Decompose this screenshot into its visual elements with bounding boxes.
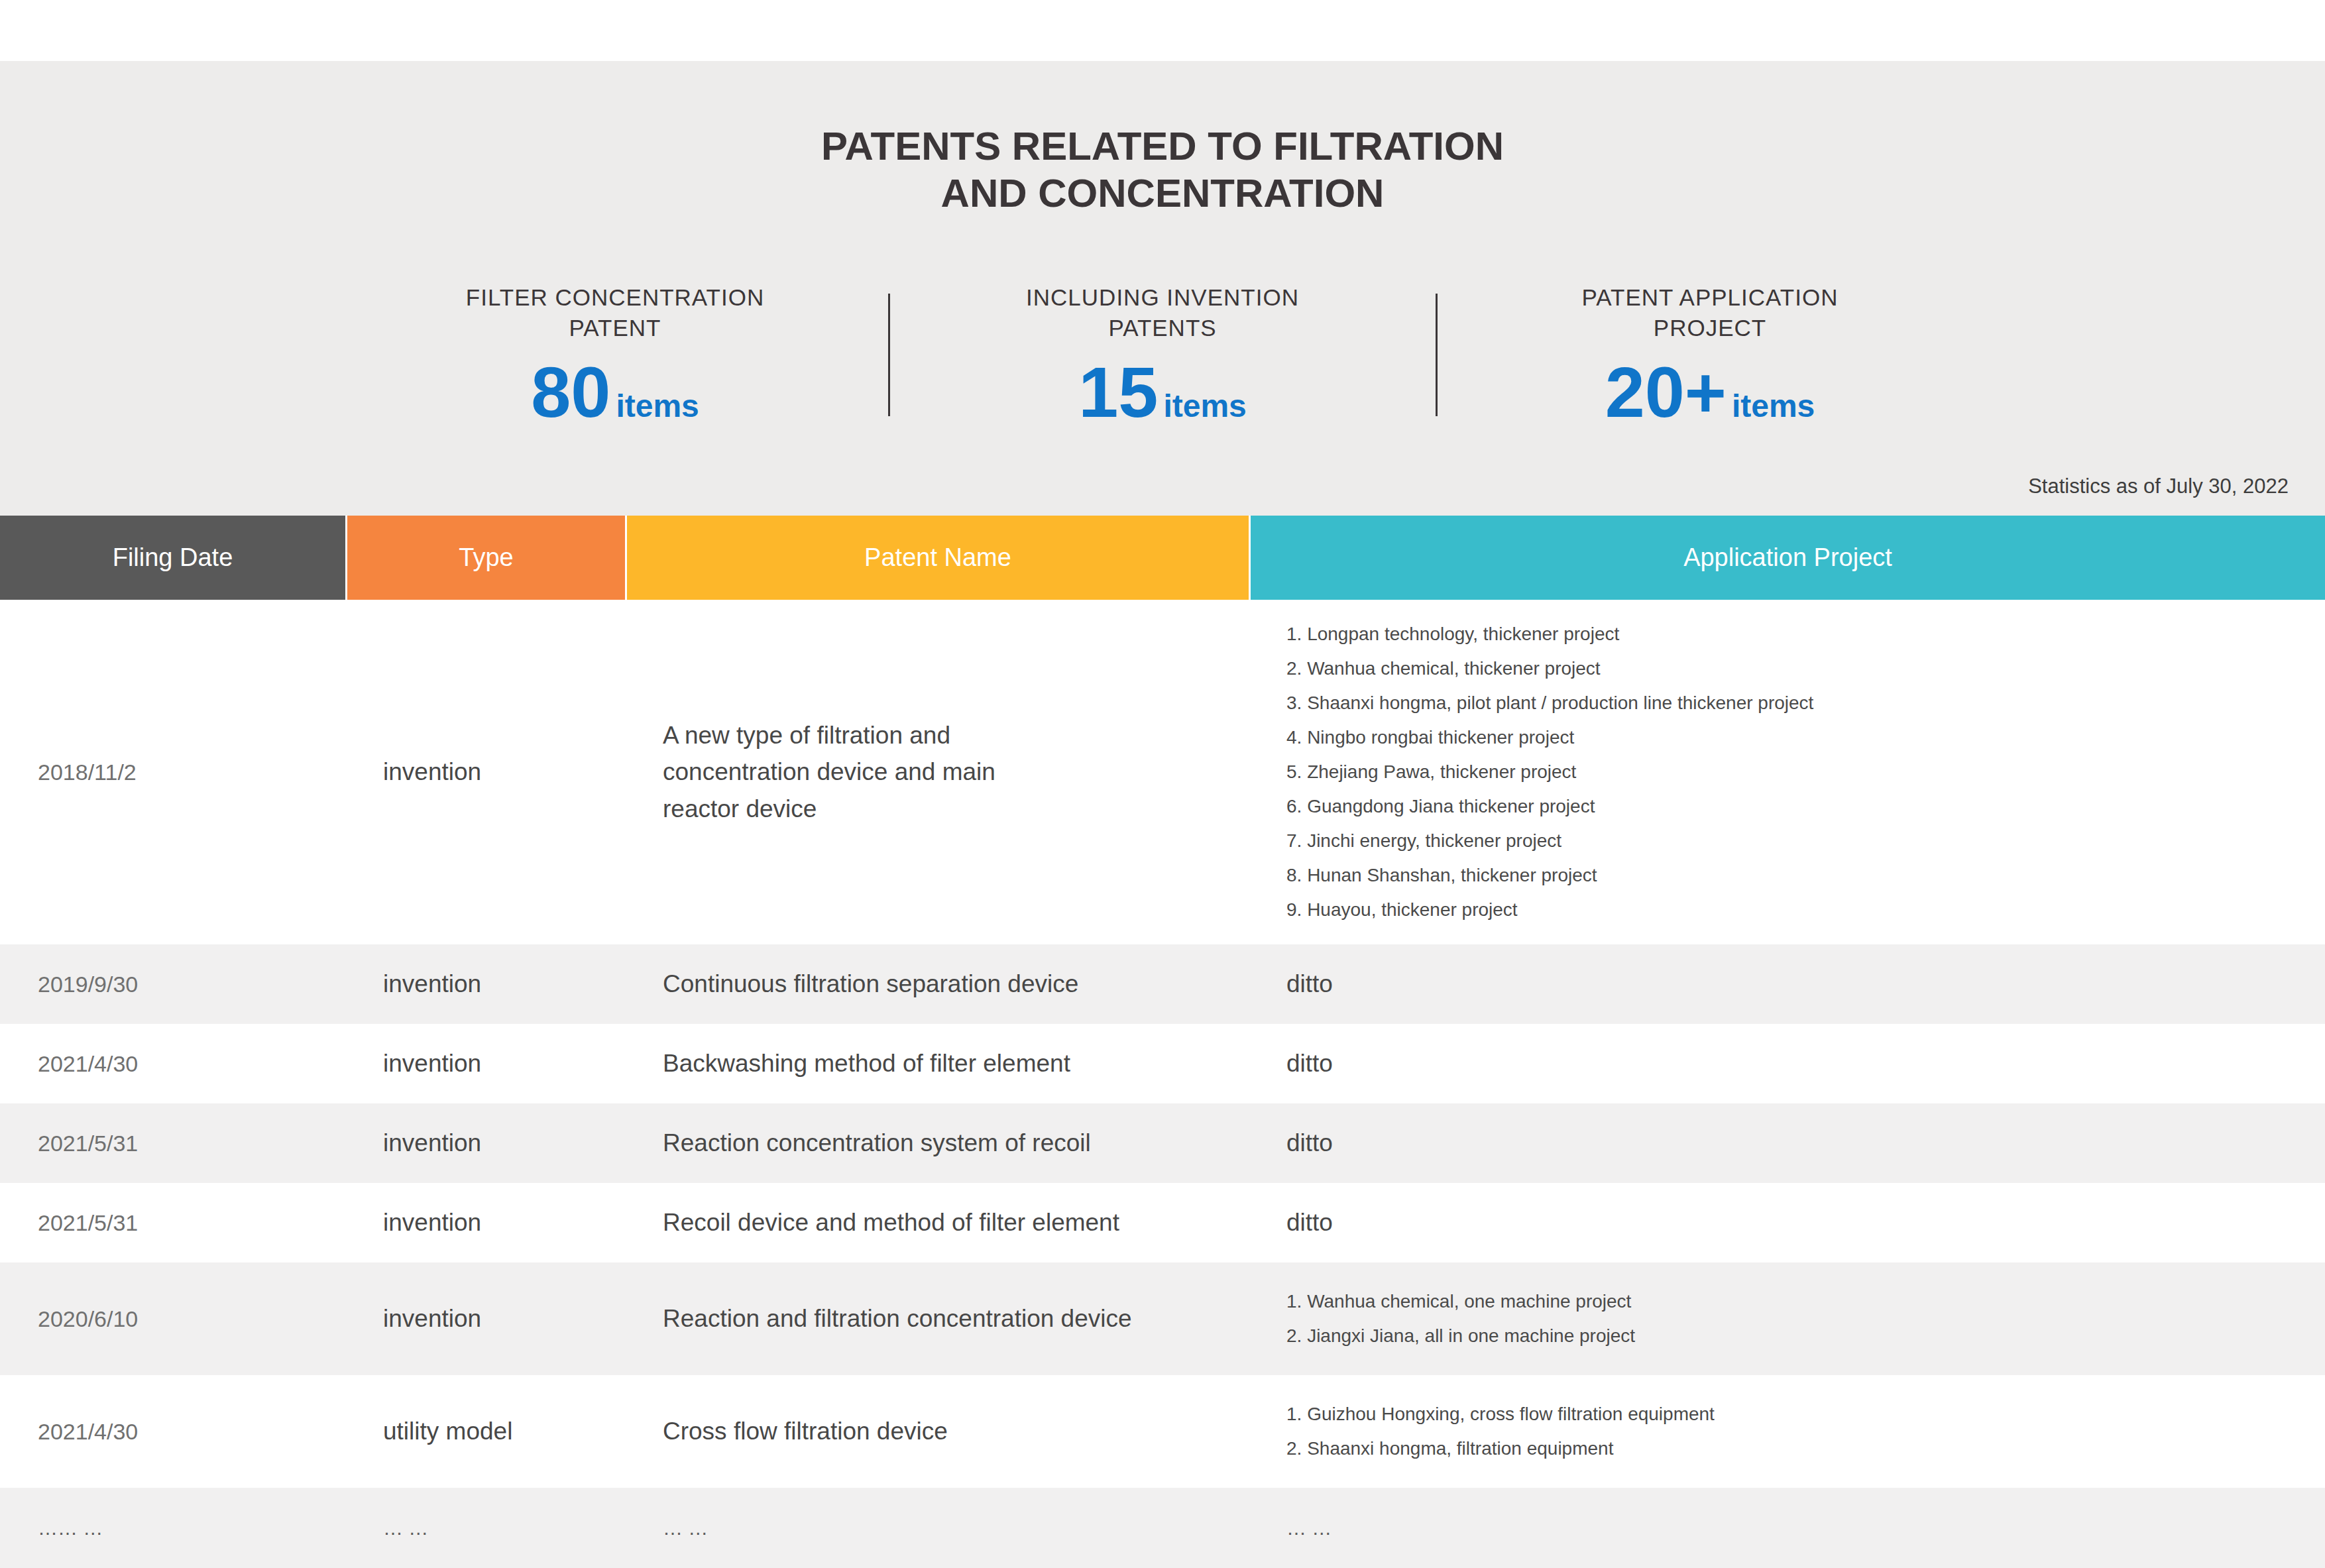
cell-filing-date: 2020/6/10	[0, 1262, 345, 1375]
patent-name-line: Backwashing method of filter element	[663, 1045, 1249, 1082]
table-body: 2018/11/2inventionA new type of filtrati…	[0, 600, 2325, 1568]
app-project-item: 3. Shaanxi hongma, pilot plant / product…	[1286, 686, 2325, 720]
stat-number: 15	[1078, 357, 1158, 428]
app-project-item: 9. Huayou, thickener project	[1286, 893, 2325, 927]
patent-name-line: concentration device and main	[663, 754, 1249, 791]
table-header: Filing Date Type Patent Name Application…	[0, 516, 2325, 600]
stat-unit: items	[1732, 388, 1815, 424]
cell-application-project: ditto	[1249, 1103, 2325, 1183]
cell-patent-name: Reaction and filtration concentration de…	[625, 1262, 1249, 1375]
header-cell-type: Type	[347, 516, 625, 600]
patent-name-line: … …	[663, 1513, 1249, 1543]
patent-name-line: A new type of filtration and	[663, 717, 1249, 754]
stat-filter-concentration-patent: FILTER CONCENTRATION PATENT 80 items	[343, 282, 888, 428]
app-project-item: ditto	[1286, 1050, 2325, 1078]
table-row: 2021/5/31invention Recoil device and meth…	[0, 1183, 2325, 1262]
cell-type: invention	[345, 1262, 625, 1375]
header-cell-filing-date: Filing Date	[0, 516, 345, 600]
cell-filing-date: 2018/11/2	[0, 600, 345, 944]
stat-invention-patents: INCLUDING INVENTION PATENTS 15 items	[890, 282, 1436, 428]
table-row: 2020/6/10invention Reaction and filtratio…	[0, 1262, 2325, 1375]
table-row: 2021/4/30utility model Cross flow filtrat…	[0, 1375, 2325, 1488]
cell-patent-name: Continuous filtration separation device	[625, 944, 1249, 1024]
patent-name-line: Reaction and filtration concentration de…	[663, 1300, 1249, 1337]
cell-patent-name: Backwashing method of filter element	[625, 1024, 1249, 1103]
statistics-note: Statistics as of July 30, 2022	[2028, 475, 2289, 498]
app-project-item: … …	[1286, 1517, 2325, 1540]
cell-type: invention	[345, 1103, 625, 1183]
app-project-item: 5. Zhejiang Pawa, thickener project	[1286, 755, 2325, 789]
cell-filing-date: 2019/9/30	[0, 944, 345, 1024]
cell-type: invention	[345, 600, 625, 944]
cell-patent-name: … …	[625, 1488, 1249, 1568]
stat-value: 15 items	[890, 357, 1436, 428]
stat-label: FILTER CONCENTRATION PATENT	[343, 282, 888, 343]
cell-type: invention	[345, 1024, 625, 1103]
stat-unit: items	[1163, 388, 1246, 424]
cell-application-project: ditto	[1249, 1024, 2325, 1103]
hero-section: PATENTS RELATED TO FILTRATION AND CONCEN…	[0, 61, 2325, 516]
table-row: 2021/4/30invention Backwashing method of …	[0, 1024, 2325, 1103]
stats-row: FILTER CONCENTRATION PATENT 80 items INC…	[0, 282, 2325, 428]
cell-patent-name: Reaction concentration system of recoil	[625, 1103, 1249, 1183]
table-row: 2018/11/2inventionA new type of filtrati…	[0, 600, 2325, 944]
app-project-item: 2. Wanhua chemical, thickener project	[1286, 651, 2325, 686]
cell-application-project: 1. Wanhua chemical, one machine project2…	[1249, 1262, 2325, 1375]
patent-name-line: reactor device	[663, 791, 1249, 828]
header-cell-application-project: Application Project	[1251, 516, 2325, 600]
cell-type: invention	[345, 944, 625, 1024]
patent-name-line: Continuous filtration separation device	[663, 966, 1249, 1003]
header-cell-patent-name: Patent Name	[627, 516, 1249, 600]
patent-name-line: Reaction concentration system of recoil	[663, 1125, 1249, 1162]
app-project-item: 1. Wanhua chemical, one machine project	[1286, 1284, 2325, 1319]
cell-patent-name: Cross flow filtration device	[625, 1375, 1249, 1488]
cell-application-project: ditto	[1249, 1183, 2325, 1262]
app-project-item: ditto	[1286, 1129, 2325, 1157]
stat-number: 20+	[1605, 357, 1727, 428]
app-project-item: 2. Shaanxi hongma, filtration equipment	[1286, 1431, 2325, 1466]
cell-type: utility model	[345, 1375, 625, 1488]
table-row: 2021/5/31invention Reaction concentration…	[0, 1103, 2325, 1183]
cell-filing-date: 2021/4/30	[0, 1024, 345, 1103]
app-project-item: 4. Ningbo rongbai thickener project	[1286, 720, 2325, 755]
app-project-item: ditto	[1286, 1209, 2325, 1237]
cell-application-project: … …	[1249, 1488, 2325, 1568]
cell-filing-date: 2021/5/31	[0, 1103, 345, 1183]
stat-value: 20+ items	[1438, 357, 1983, 428]
stat-unit: items	[616, 388, 699, 424]
app-project-item: ditto	[1286, 970, 2325, 998]
cell-application-project: 1. Guizhou Hongxing, cross flow filtrati…	[1249, 1375, 2325, 1488]
cell-patent-name: Recoil device and method of filter eleme…	[625, 1183, 1249, 1262]
cell-application-project: ditto	[1249, 944, 2325, 1024]
page-title: PATENTS RELATED TO FILTRATION AND CONCEN…	[0, 61, 2325, 217]
app-project-item: 7. Jinchi energy, thickener project	[1286, 824, 2325, 858]
table-row: …… …… …… …… …	[0, 1488, 2325, 1568]
page-title-line1: PATENTS RELATED TO FILTRATION	[821, 124, 1504, 168]
app-project-item: 1. Guizhou Hongxing, cross flow filtrati…	[1286, 1397, 2325, 1431]
stat-label: INCLUDING INVENTION PATENTS	[890, 282, 1436, 343]
cell-filing-date: …… …	[0, 1488, 345, 1568]
patent-infographic-page: PATENTS RELATED TO FILTRATION AND CONCEN…	[0, 0, 2325, 1568]
stat-value: 80 items	[343, 357, 888, 428]
cell-patent-name: A new type of filtration andconcentratio…	[625, 600, 1249, 944]
cell-type: invention	[345, 1183, 625, 1262]
cell-filing-date: 2021/5/31	[0, 1183, 345, 1262]
cell-type: … …	[345, 1488, 625, 1568]
patent-name-line: Recoil device and method of filter eleme…	[663, 1204, 1249, 1241]
stat-label: PATENT APPLICATION PROJECT	[1438, 282, 1983, 343]
table-row: 2019/9/30invention Continuous filtration …	[0, 944, 2325, 1024]
top-white-strip	[0, 0, 2325, 61]
cell-application-project: 1. Longpan technology, thickener project…	[1249, 600, 2325, 944]
app-project-item: 2. Jiangxi Jiana, all in one machine pro…	[1286, 1319, 2325, 1353]
stat-patent-application-project: PATENT APPLICATION PROJECT 20+ items	[1438, 282, 1983, 428]
app-project-item: 1. Longpan technology, thickener project	[1286, 617, 2325, 651]
stat-number: 80	[531, 357, 610, 428]
page-title-line2: AND CONCENTRATION	[941, 171, 1385, 215]
app-project-item: 8. Hunan Shanshan, thickener project	[1286, 858, 2325, 893]
cell-filing-date: 2021/4/30	[0, 1375, 345, 1488]
patent-name-line: Cross flow filtration device	[663, 1413, 1249, 1450]
app-project-item: 6. Guangdong Jiana thickener project	[1286, 789, 2325, 824]
